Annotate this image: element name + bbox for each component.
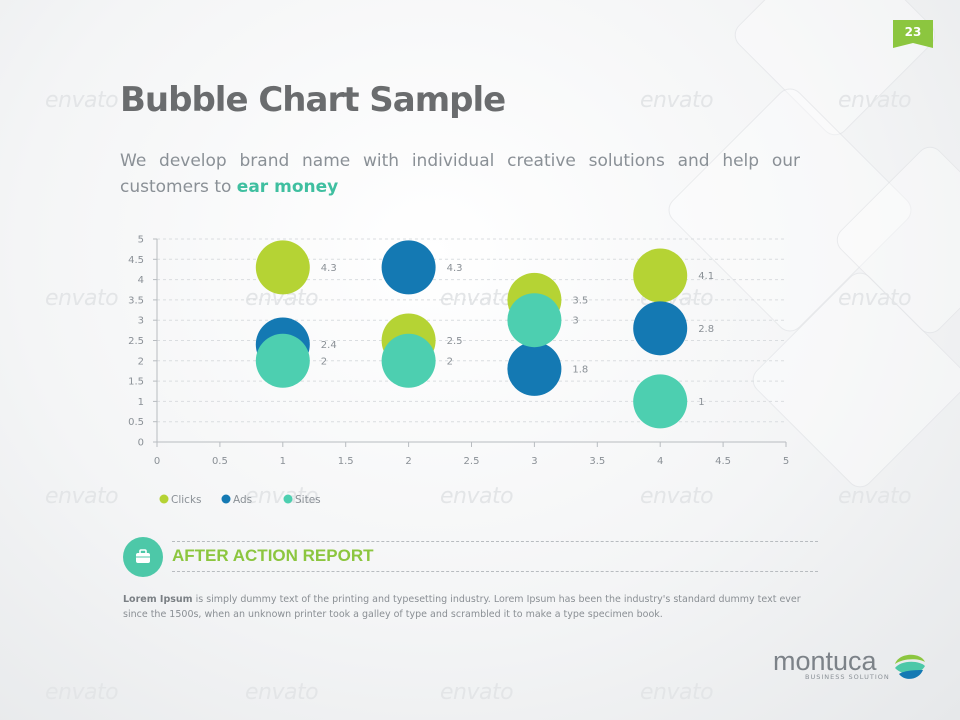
y-tick-label: 2 <box>138 356 144 367</box>
body-text: is simply dummy text of the printing and… <box>123 594 801 620</box>
x-tick-label: 4 <box>657 456 663 467</box>
x-tick-label: 3 <box>531 456 537 467</box>
bubble-ads <box>381 240 436 295</box>
bubble-sites <box>507 293 562 348</box>
legend-label: Sites <box>295 494 321 506</box>
bubble-data-label: 2.8 <box>698 324 714 335</box>
y-tick-label: 0.5 <box>128 417 144 428</box>
legend-swatch-sites <box>283 494 293 504</box>
y-tick-label: 2.5 <box>128 336 144 347</box>
y-tick-label: 3 <box>138 316 144 327</box>
x-tick-label: 1.5 <box>338 456 354 467</box>
bubble-data-label: 1.8 <box>572 364 588 375</box>
bubble-clicks <box>255 240 310 295</box>
bubble-data-label: 2 <box>321 356 327 367</box>
bubble-ads <box>633 301 688 356</box>
bubble-sites <box>255 333 310 388</box>
x-tick-label: 2 <box>405 456 411 467</box>
body-lead: Lorem Ipsum <box>123 594 193 605</box>
brand-logo-text: montuca <box>773 646 877 676</box>
bubble-data-label: 3 <box>572 316 578 327</box>
x-tick-label: 3.5 <box>589 456 605 467</box>
bubble-data-label: 4.3 <box>321 263 337 274</box>
y-tick-label: 5 <box>138 235 144 246</box>
x-tick-label: 5 <box>783 456 789 467</box>
bubble-data-label: 2 <box>447 356 453 367</box>
bubble-sites <box>633 374 688 429</box>
subtitle-text: We develop brand name with individual cr… <box>120 151 800 197</box>
page-subtitle: We develop brand name with individual cr… <box>120 148 800 200</box>
bubble-data-label: 4.3 <box>447 263 463 274</box>
body-paragraph: Lorem Ipsum is simply dummy text of the … <box>123 592 823 622</box>
bubble-data-label: 1 <box>698 397 704 408</box>
legend-label: Ads <box>233 494 252 506</box>
x-tick-label: 0 <box>154 456 160 467</box>
legend-label: Clicks <box>171 494 202 506</box>
bubble-data-label: 3.5 <box>572 295 588 306</box>
brand-logo-icon <box>895 654 925 679</box>
y-tick-label: 3.5 <box>128 295 144 306</box>
section-title: AFTER ACTION REPORT <box>172 546 374 565</box>
subtitle-highlight: ear money <box>236 177 339 197</box>
bubble-data-label: 2.4 <box>321 340 337 351</box>
bubble-ads <box>507 341 562 396</box>
bubble-sites <box>381 333 436 388</box>
x-tick-label: 0.5 <box>212 456 228 467</box>
page-title: Bubble Chart Sample <box>120 80 506 120</box>
bubble-clicks <box>633 248 688 303</box>
section-divider-top <box>172 541 818 542</box>
y-tick-label: 0 <box>138 438 144 449</box>
x-tick-label: 1 <box>280 456 286 467</box>
legend-swatch-clicks <box>159 494 169 504</box>
y-tick-label: 1 <box>138 397 144 408</box>
x-tick-label: 4.5 <box>715 456 731 467</box>
y-tick-label: 4.5 <box>128 255 144 266</box>
briefcase-icon <box>136 549 150 563</box>
y-tick-label: 4 <box>138 275 144 286</box>
legend-swatch-ads <box>221 494 231 504</box>
bubble-data-label: 4.1 <box>698 271 714 282</box>
bubble-data-label: 2.5 <box>447 336 463 347</box>
brand-tagline: BUSINESS SOLUTION <box>805 673 890 681</box>
section-divider-bottom <box>172 571 818 572</box>
y-tick-label: 1.5 <box>128 377 144 388</box>
section-icon-circle <box>123 537 163 577</box>
x-tick-label: 2.5 <box>464 456 480 467</box>
